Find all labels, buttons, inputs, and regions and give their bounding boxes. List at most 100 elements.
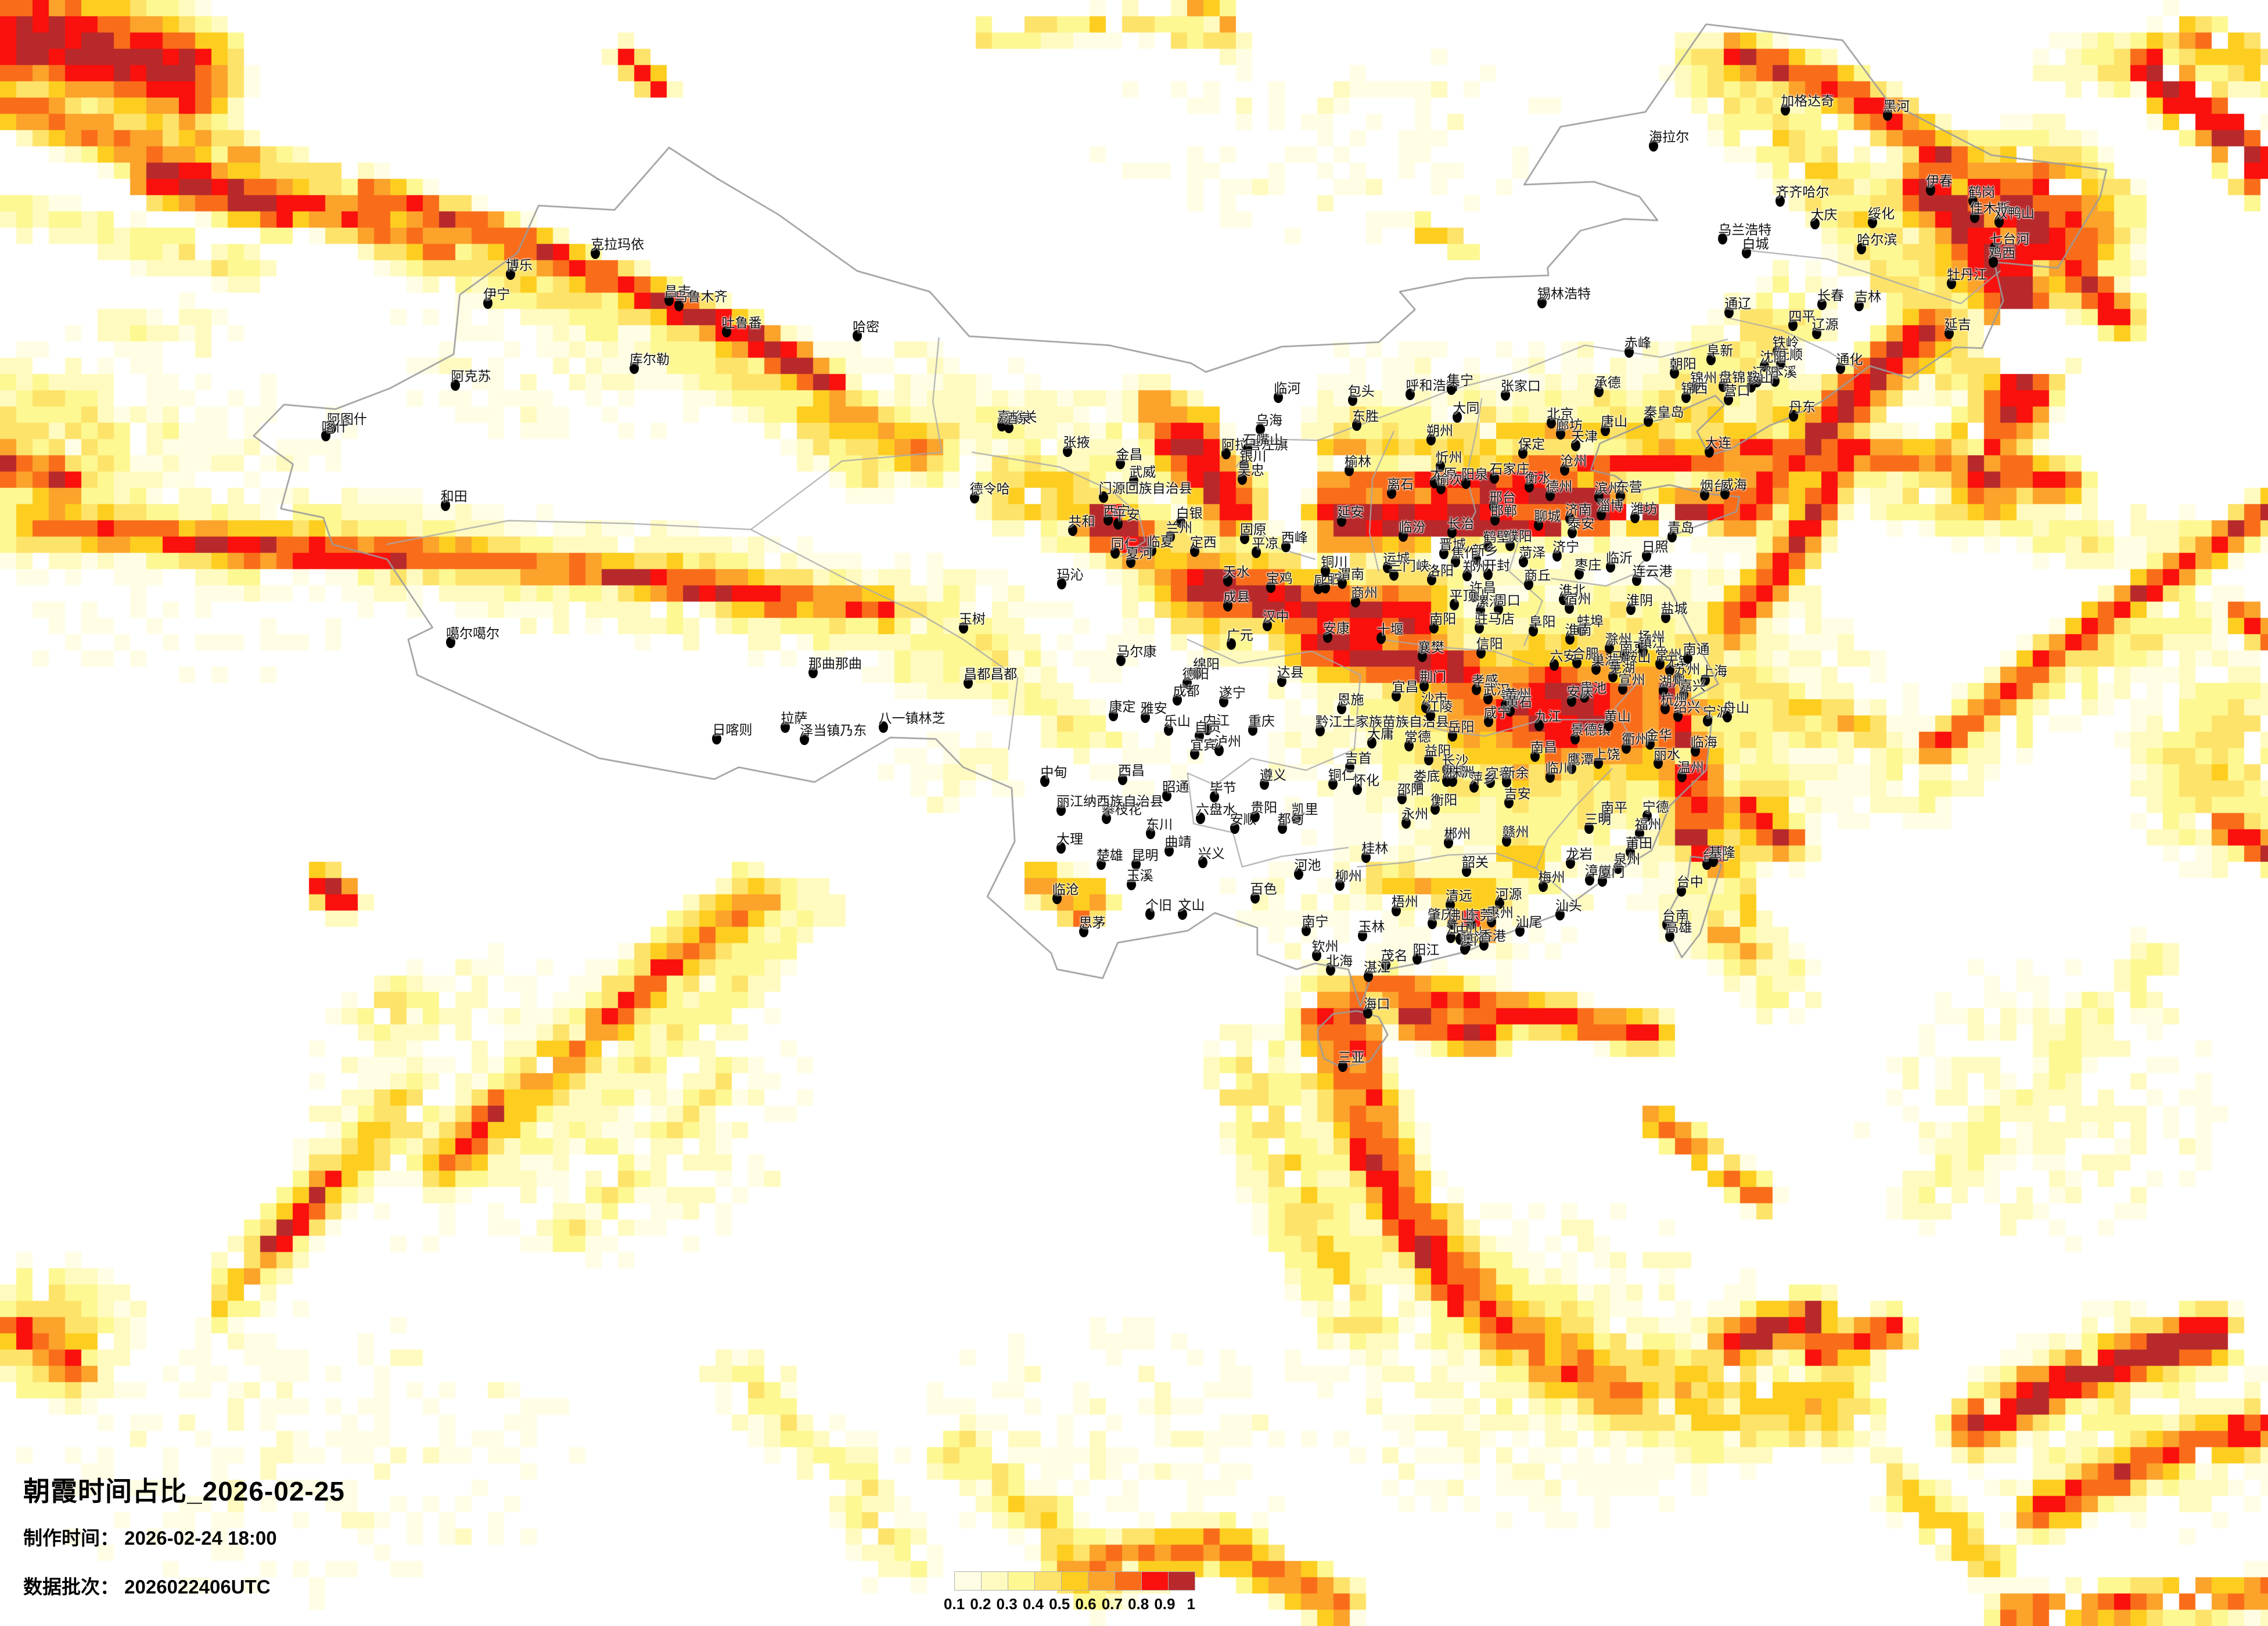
city-marker bbox=[1810, 218, 1820, 230]
city-marker bbox=[1505, 539, 1515, 552]
legend-swatch bbox=[1141, 1571, 1169, 1591]
city-label: 百色 bbox=[1250, 881, 1277, 897]
city-marker bbox=[1353, 783, 1363, 795]
city-label: 舟山 bbox=[1723, 700, 1750, 715]
city-label: 泰安 bbox=[1568, 516, 1595, 531]
city-label: 株洲 bbox=[1447, 764, 1475, 780]
city-marker bbox=[1483, 568, 1493, 580]
city-marker bbox=[1547, 416, 1557, 429]
city-label: 上海 bbox=[1700, 663, 1727, 679]
city-label: 常德 bbox=[1404, 729, 1431, 744]
city-label: 马尔康 bbox=[1116, 643, 1157, 659]
city-marker bbox=[1004, 421, 1014, 433]
city-label: 抚顺 bbox=[1775, 347, 1803, 362]
city-marker bbox=[1277, 822, 1287, 834]
city-label: 乌兰浩特 bbox=[1718, 222, 1772, 238]
city-label: 忻州 bbox=[1435, 449, 1462, 465]
city-label: 娄底 bbox=[1413, 768, 1440, 784]
city-marker bbox=[1673, 710, 1683, 722]
city-marker bbox=[1219, 696, 1228, 708]
city-marker bbox=[1493, 603, 1503, 615]
city-label: 哈尔滨 bbox=[1857, 232, 1897, 247]
city-marker bbox=[1237, 473, 1247, 485]
city-marker bbox=[1376, 632, 1386, 644]
city-marker bbox=[1944, 327, 1954, 339]
city-marker bbox=[1994, 216, 2004, 228]
city-label: 西宁 bbox=[1103, 503, 1130, 519]
city-label: 咸阳 bbox=[1313, 571, 1340, 587]
city-marker bbox=[1645, 738, 1655, 750]
city-marker bbox=[1113, 517, 1123, 530]
city-marker bbox=[1624, 346, 1634, 358]
city-label: 思茅 bbox=[1079, 915, 1106, 930]
city-label: 临川 bbox=[1545, 760, 1572, 776]
city-label: 延安 bbox=[1337, 504, 1364, 520]
city-marker bbox=[1337, 515, 1347, 527]
city-marker bbox=[1665, 930, 1675, 942]
city-label: 齐齐哈尔 bbox=[1775, 184, 1830, 200]
city-marker bbox=[1417, 650, 1427, 662]
city-marker bbox=[1466, 918, 1476, 930]
city-marker bbox=[1451, 556, 1461, 568]
city-marker bbox=[1772, 346, 1782, 358]
city-marker bbox=[1615, 490, 1625, 502]
city-marker bbox=[1350, 596, 1360, 608]
city-marker bbox=[1630, 511, 1640, 523]
city-label: 汕尾 bbox=[1515, 914, 1543, 930]
city-label: 乐山 bbox=[1163, 713, 1191, 729]
city-label: 西昌 bbox=[1117, 762, 1145, 778]
city-label: 十堰 bbox=[1376, 621, 1404, 637]
city-label: 离石 bbox=[1387, 476, 1414, 492]
city-marker bbox=[1250, 810, 1260, 822]
city-marker bbox=[1176, 516, 1185, 528]
city-label: 那曲那曲 bbox=[808, 656, 862, 672]
city-marker bbox=[1435, 461, 1445, 473]
city-marker bbox=[1469, 591, 1479, 603]
city-label: 三明 bbox=[1584, 811, 1611, 827]
city-label: 渭南 bbox=[1337, 566, 1364, 582]
city-label: 达县 bbox=[1277, 664, 1304, 680]
city-marker bbox=[853, 329, 862, 341]
city-label: 临汾 bbox=[1399, 519, 1426, 535]
city-label: 杭州 bbox=[1660, 692, 1688, 707]
city-marker bbox=[1817, 298, 1827, 310]
city-label: 泽当镇乃东 bbox=[800, 722, 867, 738]
city-marker bbox=[1781, 104, 1791, 116]
city-marker bbox=[1413, 779, 1423, 791]
city-label: 铜仁 bbox=[1328, 767, 1355, 783]
city-marker bbox=[1428, 917, 1437, 929]
city-marker bbox=[1471, 684, 1481, 696]
city-marker bbox=[1223, 574, 1232, 587]
city-marker bbox=[483, 297, 493, 309]
city-marker bbox=[1475, 604, 1485, 616]
city-marker bbox=[1854, 299, 1864, 311]
city-marker bbox=[1690, 745, 1700, 757]
city-label: 铜川 bbox=[1321, 554, 1348, 570]
city-label: 河源 bbox=[1495, 886, 1522, 902]
city-label: 金昌 bbox=[1116, 447, 1143, 462]
city-marker bbox=[1571, 440, 1580, 452]
city-marker bbox=[1446, 931, 1455, 943]
city-marker bbox=[1389, 569, 1399, 581]
city-marker bbox=[1525, 481, 1534, 493]
city-label: 昌吉 bbox=[664, 283, 691, 299]
city-marker bbox=[1625, 846, 1635, 858]
city-marker bbox=[1056, 841, 1066, 854]
city-marker bbox=[1545, 771, 1555, 783]
city-marker bbox=[1427, 573, 1436, 585]
city-marker bbox=[1335, 879, 1345, 891]
city-marker bbox=[1515, 925, 1525, 937]
city-marker bbox=[1550, 659, 1559, 671]
city-label: 临海 bbox=[1690, 734, 1717, 750]
city-label: 加格达奇 bbox=[1781, 93, 1835, 109]
city-marker bbox=[1345, 464, 1354, 476]
city-label: 吉林 bbox=[1854, 289, 1882, 304]
city-label: 天津 bbox=[1571, 429, 1598, 444]
city-marker bbox=[1626, 603, 1636, 616]
city-marker bbox=[1580, 691, 1590, 703]
city-label: 襄樊 bbox=[1417, 639, 1444, 655]
city-label: 宜宾 bbox=[1190, 737, 1217, 753]
city-label: 吐鲁番 bbox=[721, 315, 762, 330]
city-label: 毕节 bbox=[1209, 780, 1237, 796]
